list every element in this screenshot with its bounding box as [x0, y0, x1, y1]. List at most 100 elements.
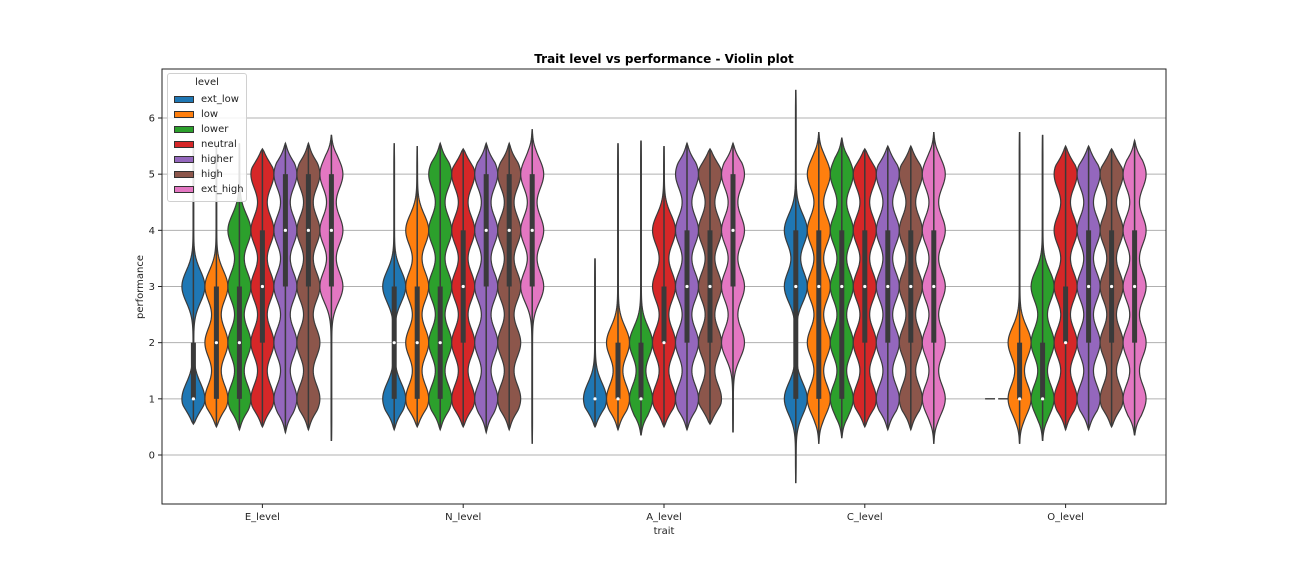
violin-lower-C_level [829, 137, 854, 439]
violin-iqr-box [816, 230, 822, 399]
violin-high-O_level [1099, 147, 1124, 429]
x-tick-label: E_level [245, 512, 280, 523]
violin-lower-N_level [428, 141, 453, 432]
violin-median [794, 284, 798, 289]
violin-median [191, 397, 195, 401]
violins [181, 89, 1147, 484]
violin-high-C_level [898, 144, 923, 432]
violin-high-E_level [296, 141, 321, 432]
violin-median [863, 284, 867, 289]
violin-low-A_level [605, 143, 631, 432]
legend-item-neutral: neutral [174, 137, 237, 151]
legend-label: ext_low [201, 93, 239, 105]
legend-swatch [174, 170, 194, 178]
legend-item-higher: higher [174, 152, 233, 166]
legend-label: low [201, 108, 219, 120]
legend-swatch [174, 95, 194, 103]
legend-label: neutral [201, 138, 237, 150]
violin-iqr-box [1063, 286, 1069, 343]
violin-ext_high-C_level [921, 131, 946, 444]
violin-median [909, 284, 913, 289]
violin-iqr-box [190, 342, 196, 399]
violin-iqr-box [793, 230, 799, 399]
violin-median [840, 284, 844, 289]
violin-iqr-box [638, 342, 644, 399]
violin-median [685, 284, 689, 289]
violin-iqr-box [1017, 342, 1023, 399]
axes: 0 1 2 3 4 5 6 E_level N_level A_level C_level O_lev… [149, 114, 1084, 524]
violin-median [1041, 397, 1045, 401]
violin-median [886, 284, 890, 289]
legend-item-ext_low: ext_low [174, 92, 239, 106]
violin-median [415, 341, 419, 345]
y-tick-label: 1 [149, 394, 155, 405]
violin-median [237, 341, 241, 345]
x-tick-label: C_level [847, 512, 883, 523]
y-tick-label: 4 [149, 226, 155, 237]
legend-item-low: low [174, 107, 218, 121]
violin-median [932, 284, 936, 289]
legend-swatch [174, 140, 194, 148]
legend-label: lower [201, 123, 229, 135]
violin-median [484, 228, 488, 232]
violin-median [507, 228, 511, 232]
chart-title: Trait level vs performance - Violin plot [534, 52, 794, 66]
violin-ext_high-N_level [520, 129, 545, 444]
violin-high-N_level [497, 141, 522, 432]
violin-median [616, 397, 620, 401]
violin-iqr-box [615, 342, 621, 399]
violin-ext_low-O_level [985, 397, 1009, 401]
y-tick-label: 2 [149, 338, 155, 349]
violin-ext_high-O_level [1122, 138, 1147, 436]
y-tick-label: 5 [149, 170, 155, 181]
legend-swatch [174, 110, 194, 118]
legend-swatch [174, 185, 194, 193]
y-axis-label: performance [135, 255, 146, 319]
violin-median [1110, 284, 1114, 289]
violin-median [306, 228, 310, 232]
legend-label: ext_high [201, 183, 244, 195]
violin-median [329, 228, 333, 232]
legend: level ext_low low lower neutral higher high ex… [167, 73, 247, 202]
y-tick-label: 6 [149, 114, 155, 125]
violin-lower-A_level [628, 140, 654, 436]
violin-low-N_level [405, 146, 430, 429]
violin-ext_low-N_level [382, 143, 407, 432]
legend-item-ext_high: ext_high [174, 182, 244, 196]
violin-median [1018, 397, 1022, 401]
legend-label: higher [201, 153, 234, 165]
violin-median [214, 341, 218, 345]
violin-ext_high-A_level [720, 141, 746, 433]
violin-neutral-N_level [451, 147, 476, 429]
violin-median [438, 341, 442, 345]
violin-median [1133, 284, 1137, 289]
y-tick-label: 3 [149, 282, 155, 293]
violin-low-C_level [806, 131, 831, 444]
violin-ext_low-C_level [783, 89, 808, 484]
violin-median [731, 228, 735, 232]
violin-iqr-box [839, 230, 845, 399]
violin-median [1087, 284, 1091, 289]
violin-lower-E_level [227, 143, 252, 432]
violin-higher-N_level [474, 141, 499, 435]
violin-ext_high-E_level [319, 134, 344, 441]
x-tick-label: O_level [1047, 512, 1084, 523]
violin-median [995, 397, 999, 401]
violin-median [593, 397, 597, 401]
violin-median [817, 284, 821, 289]
violin-neutral-A_level [651, 146, 677, 429]
violin-iqr-box [661, 286, 667, 343]
legend-item-lower: lower [174, 122, 228, 136]
violin-high-A_level [697, 147, 723, 426]
violin-higher-A_level [674, 141, 700, 432]
violin-median [461, 284, 465, 289]
x-tick-label: A_level [646, 512, 682, 523]
violin-median [1064, 341, 1068, 345]
violin-higher-C_level [875, 144, 900, 432]
violin-median [708, 284, 712, 289]
violin-higher-O_level [1076, 144, 1101, 432]
y-tick-label: 0 [149, 451, 155, 462]
violin-median [392, 341, 396, 345]
violin-median [283, 228, 287, 232]
